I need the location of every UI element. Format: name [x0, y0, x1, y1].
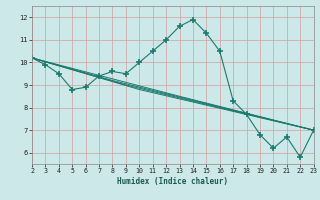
X-axis label: Humidex (Indice chaleur): Humidex (Indice chaleur)	[117, 177, 228, 186]
